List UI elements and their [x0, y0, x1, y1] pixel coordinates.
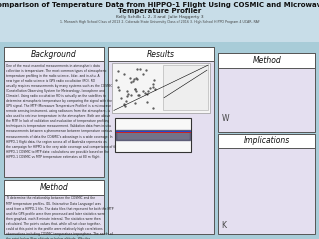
- Bar: [0, 0, 319, 42]
- Point: [142, 91, 147, 95]
- Point: [125, 89, 130, 93]
- Point: [118, 97, 123, 100]
- Point: [146, 89, 151, 93]
- Point: [116, 88, 121, 92]
- Point: [144, 101, 149, 104]
- Point: [135, 77, 140, 81]
- Text: Method: Method: [252, 56, 281, 65]
- Point: [140, 72, 145, 76]
- Text: Results: Results: [147, 49, 175, 59]
- Point: [135, 93, 140, 97]
- Bar: [4, 180, 104, 195]
- Bar: [108, 47, 214, 234]
- Bar: [218, 53, 315, 132]
- Bar: [4, 47, 104, 177]
- Point: [132, 87, 137, 91]
- Point: [144, 68, 149, 71]
- Text: One of the most essential measurements in atmospheric data
collection is tempera: One of the most essential measurements i…: [6, 64, 118, 159]
- Text: W: W: [221, 114, 229, 123]
- Point: [128, 76, 133, 80]
- Text: Kelly Schilb 1, 2, 3 and  Julie Haggerty 3: Kelly Schilb 1, 2, 3 and Julie Haggerty …: [116, 15, 203, 19]
- Point: [153, 87, 158, 91]
- Point: [136, 93, 141, 97]
- Text: Method: Method: [40, 183, 69, 192]
- Point: [151, 85, 156, 89]
- Bar: [163, 65, 208, 110]
- Bar: [112, 63, 210, 113]
- Point: [124, 99, 129, 103]
- Bar: [4, 47, 104, 61]
- Point: [122, 102, 127, 106]
- Point: [132, 87, 137, 91]
- Point: [129, 80, 134, 84]
- Point: [134, 67, 139, 71]
- Bar: [115, 118, 191, 152]
- Point: [121, 72, 126, 76]
- Point: [131, 79, 136, 83]
- Text: To determine the relationship between the COSMIC and the
MTP temperature profile: To determine the relationship between th…: [6, 196, 114, 239]
- Point: [133, 89, 138, 93]
- Point: [137, 67, 143, 71]
- Point: [126, 92, 131, 96]
- Text: Background: Background: [31, 49, 77, 59]
- Bar: [218, 134, 315, 148]
- Bar: [218, 53, 315, 68]
- Text: 1. Monarch High School Class of 2013 2. Colorado State University Class of 2016 : 1. Monarch High School Class of 2013 2. …: [60, 20, 259, 24]
- Text: K: K: [221, 221, 226, 230]
- Text: Comparison of Temperature Data from HIPPO-1 Flight Using COSMIC and Microwave: Comparison of Temperature Data from HIPP…: [0, 2, 319, 8]
- Text: Temperature Profiler: Temperature Profiler: [118, 8, 201, 14]
- Point: [145, 92, 150, 96]
- Point: [116, 69, 121, 73]
- Bar: [4, 180, 104, 234]
- Point: [124, 94, 129, 98]
- Point: [147, 86, 152, 90]
- Bar: [218, 134, 315, 234]
- Point: [150, 106, 155, 110]
- Point: [152, 78, 157, 82]
- Point: [141, 89, 146, 93]
- Point: [150, 82, 155, 86]
- Point: [133, 101, 138, 105]
- Point: [115, 85, 121, 89]
- Bar: [108, 47, 214, 61]
- Point: [131, 77, 137, 81]
- Point: [122, 104, 127, 108]
- Point: [128, 94, 133, 98]
- Point: [133, 76, 138, 80]
- Point: [114, 78, 119, 82]
- Text: Implications: Implications: [244, 136, 290, 145]
